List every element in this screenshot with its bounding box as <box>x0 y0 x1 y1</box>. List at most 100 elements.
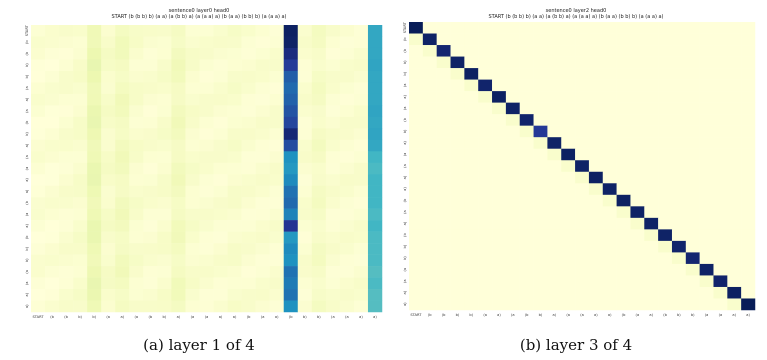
panel-a-cell-13-6 <box>115 174 130 186</box>
panel-b-cell-13-5 <box>478 171 493 184</box>
panel-a-cell-24-4 <box>87 300 102 313</box>
panel-b-cell-14-9 <box>533 183 548 196</box>
panel-b-cell-2-24 <box>741 45 756 57</box>
panel-b-cell-21-13 <box>588 263 604 276</box>
panel-a-cell-7-3 <box>73 105 88 118</box>
panel-a-cell-8-5 <box>101 116 116 129</box>
panel-b-cell-19-23 <box>727 240 742 253</box>
panel-a-cell-11-21 <box>325 151 341 164</box>
panel-b-cell-17-11 <box>561 217 576 230</box>
panel-b-y-tick-label: a) <box>403 94 407 98</box>
panel-a-x-tick-label: b) <box>317 315 321 319</box>
panel-a-cell-24-20 <box>311 300 327 313</box>
panel-b-cell-6-5 <box>478 91 493 103</box>
panel-a-cell-20-17 <box>269 254 284 267</box>
panel-a-cell-18-3 <box>73 231 88 244</box>
panel-b-cell-10-9 <box>533 137 548 149</box>
panel-b-cell-7-3 <box>450 102 465 115</box>
panel-a-cell-16-23 <box>353 208 369 221</box>
panel-a-x-ticks: START (b (b b) b) (a a) (a (b b) a) (a (a a) a) (b (a a) (… <box>32 315 377 319</box>
panel-b-cell-3-20 <box>685 56 700 69</box>
panel-b-cell-22-1 <box>422 275 437 288</box>
panel-b-cell-21-5 <box>478 263 493 276</box>
panel-b-cell-19-7 <box>505 240 520 253</box>
panel-a-x-tick-label: (b <box>247 315 251 319</box>
panel-b-cell-19-12 <box>575 240 590 253</box>
panel-b-cell-0-17 <box>644 22 659 34</box>
panel-a-cell-18-13 <box>213 231 228 244</box>
panel-a-y-tick-label: b) <box>25 132 29 136</box>
panel-a-cell-1-22 <box>339 36 355 49</box>
panel-b-cell-15-6 <box>492 194 507 207</box>
panel-a-cell-23-5 <box>101 289 116 301</box>
panel-b-cell-11-12 <box>575 148 590 161</box>
panel-b-cell-20-11 <box>561 252 576 265</box>
panel-b-y-tick-label: (a <box>403 153 407 157</box>
panel-b-cell-8-21 <box>699 114 714 126</box>
panel-a-cell-15-12 <box>199 197 214 209</box>
panel-b-cell-22-11 <box>561 275 576 288</box>
panel-b-cell-21-0 <box>409 263 424 276</box>
panel-a-cell-13-13 <box>213 174 228 186</box>
panel-a-cell-16-21 <box>325 208 341 221</box>
panel-b-cell-7-11 <box>561 102 576 115</box>
panel-a-cell-15-8 <box>143 197 158 209</box>
panel-a-cell-4-9 <box>157 70 172 83</box>
panel-a-cell-10-11 <box>185 139 200 152</box>
panel-a-cell-16-15 <box>241 208 256 221</box>
panel-b-cell-14-12 <box>575 183 590 196</box>
panel-a-cell-18-23 <box>353 231 369 244</box>
panel-b-cell-23-10 <box>547 286 562 299</box>
panel-a-cell-17-6 <box>115 220 130 232</box>
panel-a-cell-1-18 <box>283 36 299 49</box>
panel-b-cell-23-15 <box>616 286 631 299</box>
panel-a-cell-22-22 <box>339 277 355 290</box>
panel-a-cell-10-1 <box>45 139 60 152</box>
panel-b-cell-10-1 <box>422 137 437 149</box>
panel-a-cell-11-6 <box>115 151 130 164</box>
panel-b-cell-21-21 <box>699 263 714 276</box>
panel-b-cell-4-11 <box>561 68 576 80</box>
panel-a-cell-17-23 <box>353 220 369 232</box>
panel-b-cell-5-22 <box>713 79 728 92</box>
panel-b-cell-13-19 <box>671 171 687 184</box>
panel-a-cell-15-10 <box>171 197 186 209</box>
panel-b-cell-23-22 <box>713 286 728 299</box>
panel-a-cell-8-12 <box>199 116 214 129</box>
panel-a-cell-9-7 <box>129 128 144 141</box>
panel-a-cell-13-1 <box>45 174 60 186</box>
panel-a-cell-7-10 <box>171 105 186 118</box>
panel-a-cell-4-7 <box>129 70 144 83</box>
panel-b-cell-20-0 <box>409 252 424 265</box>
panel-a-cell-6-23 <box>353 93 369 106</box>
panel-b-cell-22-5 <box>478 275 493 288</box>
panel-b-cell-22-16 <box>630 275 645 288</box>
panel-b-cell-8-9 <box>533 114 548 126</box>
panel-b-cell-17-19 <box>671 217 687 230</box>
panel-b-cell-22-21 <box>699 275 714 288</box>
panel-b-cell-5-10 <box>547 79 562 92</box>
panel-a-cell-13-10 <box>171 174 186 186</box>
panel-a-cell-8-21 <box>325 116 341 129</box>
panel-b-cell-13-3 <box>450 171 465 184</box>
panel-b-cell-12-13 <box>588 160 604 173</box>
panel-b-cell-18-15 <box>616 229 631 242</box>
panel-b-cell-21-6 <box>492 263 507 276</box>
panel-a-cell-1-13 <box>213 36 228 49</box>
panel-a-cell-23-14 <box>227 289 242 301</box>
panel-b-cell-9-2 <box>436 125 451 138</box>
panel-b-cell-20-15 <box>616 252 631 265</box>
panel-b-cell-9-14 <box>602 125 617 138</box>
panel-a-cell-21-13 <box>213 266 228 278</box>
panel-a-cell-14-1 <box>45 185 60 198</box>
panel-b-cell-24-2 <box>436 298 451 311</box>
panel-a-y-ticks: START (b (b b) b) (a a) (a (b b) a) (a (a a) a) (b (a a) (… <box>25 24 29 308</box>
panel-a-cell-10-6 <box>115 139 130 152</box>
panel-a-cell-7-4 <box>87 105 102 118</box>
panel-a-cell-7-2 <box>59 105 74 118</box>
panel-b-cell-18-3 <box>450 229 465 242</box>
panel-a-cell-22-8 <box>143 277 158 290</box>
panel-b-cell-7-7 <box>505 102 520 115</box>
panel-b-cell-10-10 <box>547 137 562 149</box>
panel-b-cell-24-24 <box>741 298 756 311</box>
